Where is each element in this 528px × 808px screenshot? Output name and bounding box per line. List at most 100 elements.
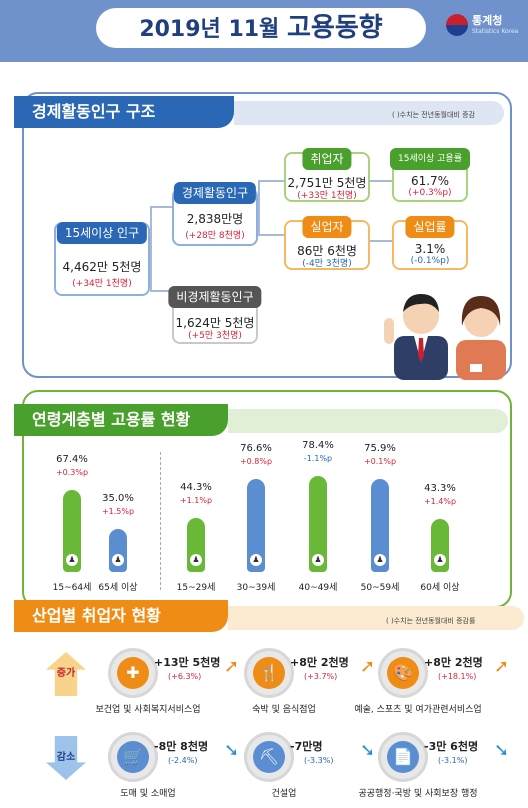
emp-rate-label: 15세이상 고용률 (390, 148, 470, 170)
age-value-label: 76.6% (240, 442, 272, 454)
logo-name: 통계청 (472, 14, 503, 27)
arrow-up-icon: ➚ (224, 656, 240, 677)
industry-icon-circle: ⛏ (244, 732, 294, 782)
unemployed-value: 86만 6천명 (297, 244, 357, 258)
chart-divider (160, 452, 161, 590)
employed-value: 2,751만 5천명 (287, 176, 367, 190)
industry-name: 건설업 (271, 789, 297, 799)
decrease-label: 감소 (56, 752, 76, 763)
industry-icon-circle: ✚ (108, 648, 158, 698)
inactive-box: 비경제활동인구 1,624만 5천명 (+5만 3천명) (168, 286, 262, 344)
unemp-rate-label: 실업률 (405, 216, 455, 238)
age-bar (247, 478, 265, 572)
age-tab-band (228, 409, 508, 433)
pop15-label: 15세이상 인구 (56, 222, 148, 244)
active-delta: (+28만 8천명) (185, 231, 245, 241)
structure-title: 경제활동인구 구조 (14, 96, 234, 128)
connector-active (258, 180, 284, 236)
industry-delta: (+18.1%) (438, 672, 477, 681)
industry-tab-band (228, 606, 524, 630)
person-icon: ♟ (110, 552, 126, 568)
age-bar (371, 479, 389, 572)
age-delta-label: +1.5%p (101, 507, 135, 517)
industry-icon-circle: 🛒 (108, 732, 158, 782)
document-icon: 📄 (387, 741, 419, 773)
age-value-label: 43.3% (424, 483, 456, 495)
industry-delta: (-2.4%) (168, 756, 198, 765)
industry-title: 산업별 취업자 현황 (14, 600, 228, 632)
active-label: 경제활동인구 (173, 182, 257, 204)
emp-rate-box: 15세이상 고용률 61.7% (+0.3%p) (390, 148, 470, 202)
age-bar (63, 489, 81, 572)
title-prefix: 2019년 11월 (139, 17, 280, 42)
man-figure (384, 294, 448, 380)
active-value: 2,838만명 (186, 212, 244, 226)
statistics-korea-logo: 통계청 Statistics Korea (446, 10, 524, 50)
age-delta-label: +1.4%p (423, 497, 457, 507)
pop15-box: 15세이상 인구 4,462만 5천명 (+34만 1천명) (54, 222, 150, 296)
increase-arrow: 증가 (46, 652, 86, 696)
active-box: 경제활동인구 2,838만명 (+28만 8천명) (172, 182, 258, 246)
connector-emp (370, 180, 392, 182)
industry-name: 예술, 스포츠 및 여가관련서비스업 (354, 705, 482, 715)
pop15-delta: (+34만 1천명) (72, 279, 132, 289)
age-category-label: 60세 이상 (420, 583, 460, 593)
decrease-arrow: 감소 (46, 736, 86, 780)
arrow-down-icon: ➘ (494, 740, 510, 761)
industry-value: -3만 6천명 (424, 740, 479, 753)
industry-delta: (-3.1%) (438, 756, 468, 765)
arrow-down-icon: ➘ (360, 740, 376, 761)
industry-value: +8만 2천명 (424, 656, 483, 669)
unemployed-label: 실업자 (302, 216, 352, 238)
palette-icon: 🎨 (387, 657, 419, 689)
age-category-label: 40~49세 (298, 583, 338, 593)
age-category-label: 50~59세 (360, 583, 400, 593)
person-icon: ♟ (372, 552, 388, 568)
person-icon: ♟ (248, 552, 264, 568)
increase-label: 증가 (56, 668, 76, 679)
age-value-label: 75.9% (364, 443, 396, 455)
age-category-label: 65세 이상 (98, 583, 138, 593)
title-main: 고용동향 (286, 13, 383, 43)
industry-note: ( )수치는 전년동월대비 증감률 (386, 617, 476, 625)
connector-pop (150, 206, 174, 292)
age-delta-label: +0.3%p (55, 467, 89, 477)
connector-unemp (370, 240, 392, 242)
age-value-label: 35.0% (102, 493, 134, 505)
industry-delta: (+6.3%) (168, 672, 202, 681)
industry-value: -8만 8천명 (154, 740, 209, 753)
woman-figure (456, 296, 506, 380)
unemp-rate-value: 3.1% (414, 242, 446, 256)
employed-label: 취업자 (302, 148, 352, 170)
emp-rate-delta: (+0.3%p) (408, 188, 452, 198)
dining-icon: 🍴 (253, 657, 285, 689)
person-icon: ♟ (188, 552, 204, 568)
unemployed-delta: (-4만 3천명) (302, 259, 352, 269)
unemp-rate-box: 실업률 3.1% (-0.1%p) (392, 216, 468, 270)
age-delta-label: +0.1%p (363, 457, 397, 467)
inactive-delta: (+5만 3천명) (188, 331, 242, 341)
age-title: 연령계층별 고용률 현황 (14, 404, 228, 436)
arrow-up-icon: ➚ (360, 656, 376, 677)
arrow-down-icon: ➘ (224, 740, 240, 761)
logo-sub: Statistics Korea (472, 28, 519, 35)
inactive-label: 비경제활동인구 (168, 286, 262, 308)
people-illustration (384, 294, 506, 380)
age-category-label: 15~64세 (52, 583, 92, 593)
age-bar (309, 476, 327, 572)
industry-delta: (-3.3%) (304, 756, 334, 765)
industry-value: +8만 2천명 (290, 656, 349, 669)
employed-delta: (+33만 1천명) (297, 191, 357, 201)
person-icon: ♟ (64, 552, 80, 568)
age-delta-label: +1.1%p (179, 495, 213, 505)
industry-name: 공공행정·국방 및 사회보장 행정 (358, 789, 478, 799)
structure-tab-band (234, 101, 504, 125)
excavator-icon: ⛏ (253, 741, 285, 773)
basket-icon: 🛒 (117, 741, 149, 773)
person-icon: ♟ (432, 552, 448, 568)
page-title: 2019년 11월 고용동향 (96, 8, 426, 48)
age-category-label: 15~29세 (176, 583, 216, 593)
medical-kit-icon: ✚ (117, 657, 149, 689)
pop15-value: 4,462만 5천명 (62, 260, 142, 274)
industry-icon-circle: 🍴 (244, 648, 294, 698)
